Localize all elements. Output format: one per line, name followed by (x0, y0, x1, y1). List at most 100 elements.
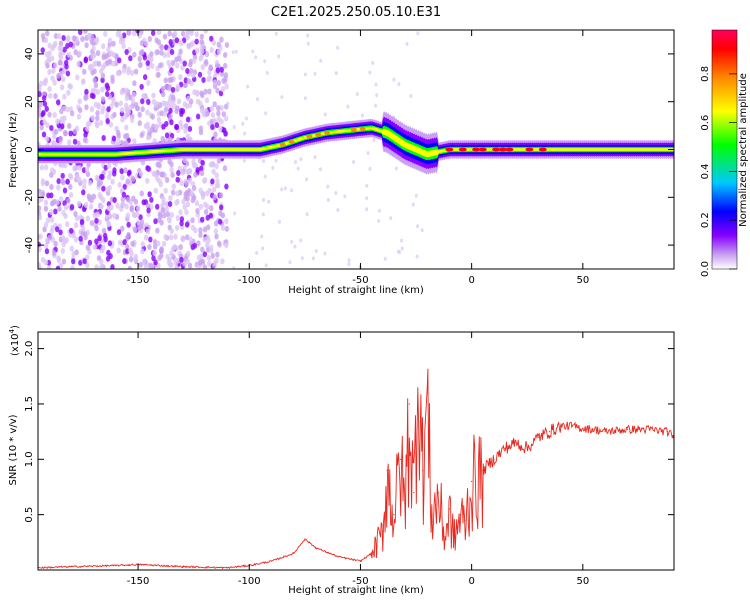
spectral-noise (203, 58, 209, 65)
spectral-noise (120, 174, 125, 181)
spectral-noise (38, 205, 42, 212)
spectral-noise (175, 176, 180, 183)
spectral-noise (183, 82, 188, 89)
spectral-noise (138, 214, 143, 221)
spectral-noise (264, 263, 268, 268)
spectral-noise (40, 32, 46, 39)
spectral-noise (94, 225, 99, 232)
spectral-noise (199, 107, 205, 114)
spectral-noise (209, 244, 214, 251)
spectral-noise (78, 235, 83, 242)
snr-data-point (337, 556, 339, 558)
spectral-noise (96, 60, 102, 67)
spectral-noise (65, 42, 70, 49)
spectral-noise (203, 88, 208, 95)
spectral-noise (192, 194, 197, 201)
spectral-noise (139, 190, 144, 197)
spectral-noise (199, 253, 204, 260)
spectral-noise (67, 83, 72, 90)
spectral-noise (219, 66, 224, 73)
spectral-noise (58, 196, 64, 203)
spectral-noise (152, 243, 158, 250)
spectral-noise (118, 38, 124, 45)
spectral-noise (187, 177, 192, 184)
spectral-noise (82, 68, 87, 75)
spectral-noise (160, 91, 166, 98)
snr-data-point (386, 469, 388, 471)
spectral-noise (173, 124, 179, 131)
spectral-noise (169, 119, 174, 126)
spectral-noise (77, 50, 82, 57)
spectral-noise (150, 264, 155, 269)
spectral-peak (525, 147, 534, 152)
spectral-noise (175, 198, 180, 205)
spectral-noise (139, 132, 144, 139)
spectral-noise (161, 199, 166, 206)
spectral-noise (70, 265, 75, 269)
spectral-peak (288, 139, 295, 144)
spectral-noise (95, 110, 100, 117)
spectral-noise (368, 166, 372, 171)
spectral-noise (204, 242, 210, 249)
spectrogram-heatmap (38, 30, 674, 269)
spectral-noise (93, 101, 98, 108)
spectral-noise (215, 178, 220, 185)
spectral-noise (169, 211, 175, 218)
spectral-noise (106, 46, 111, 53)
spectral-noise (212, 118, 217, 125)
spectral-noise (89, 106, 95, 113)
spectral-noise (326, 197, 330, 202)
spectral-noise (116, 247, 121, 254)
spectral-noise (60, 123, 65, 130)
spectral-noise (191, 159, 196, 166)
spectral-noise (91, 193, 97, 200)
spectral-noise (105, 85, 111, 92)
spectral-noise (150, 63, 155, 70)
spectral-noise (99, 263, 104, 269)
spectral-noise (203, 30, 208, 34)
spectral-noise (274, 31, 278, 36)
spectral-noise (288, 260, 292, 265)
spectral-noise (217, 218, 223, 225)
spectral-noise (85, 125, 90, 132)
colorbar-tick-label: 0.0 (700, 261, 711, 277)
spectral-noise (167, 30, 172, 37)
spectral-noise (182, 60, 187, 67)
spectral-noise (78, 259, 83, 266)
spectral-noise (41, 109, 46, 116)
spectral-noise (210, 178, 215, 185)
snr-data-point (70, 566, 72, 568)
spectral-noise (153, 259, 158, 266)
spectral-noise (138, 261, 143, 268)
spectral-noise (126, 196, 131, 203)
spectral-noise (168, 195, 173, 202)
spectral-noise (170, 86, 176, 93)
spectral-noise (93, 82, 99, 89)
spectral-noise (105, 117, 110, 124)
spectral-noise (211, 168, 216, 175)
spectral-noise (94, 174, 100, 181)
spectral-noise (196, 240, 201, 247)
spectral-noise (78, 214, 83, 221)
spectral-noise (130, 176, 136, 183)
spectral-noise (38, 107, 42, 114)
spectral-noise (159, 110, 165, 117)
spectral-noise (263, 174, 267, 179)
spectral-noise (212, 260, 218, 267)
spectral-noise (120, 225, 125, 232)
spectral-noise (176, 169, 181, 176)
spectral-noise (46, 265, 52, 269)
spectral-noise (58, 50, 64, 57)
spectral-noise (167, 200, 173, 207)
spectral-noise (159, 49, 164, 56)
spectral-noise (213, 228, 219, 235)
spectral-noise (82, 183, 87, 190)
spectral-noise (140, 49, 145, 56)
spectral-noise (47, 69, 52, 76)
snr-data-point (304, 538, 306, 540)
snr-data-point (431, 514, 433, 516)
spectral-noise (173, 260, 179, 267)
spectral-noise (280, 187, 284, 192)
spectral-noise (43, 242, 49, 249)
spectral-noise (49, 209, 54, 216)
